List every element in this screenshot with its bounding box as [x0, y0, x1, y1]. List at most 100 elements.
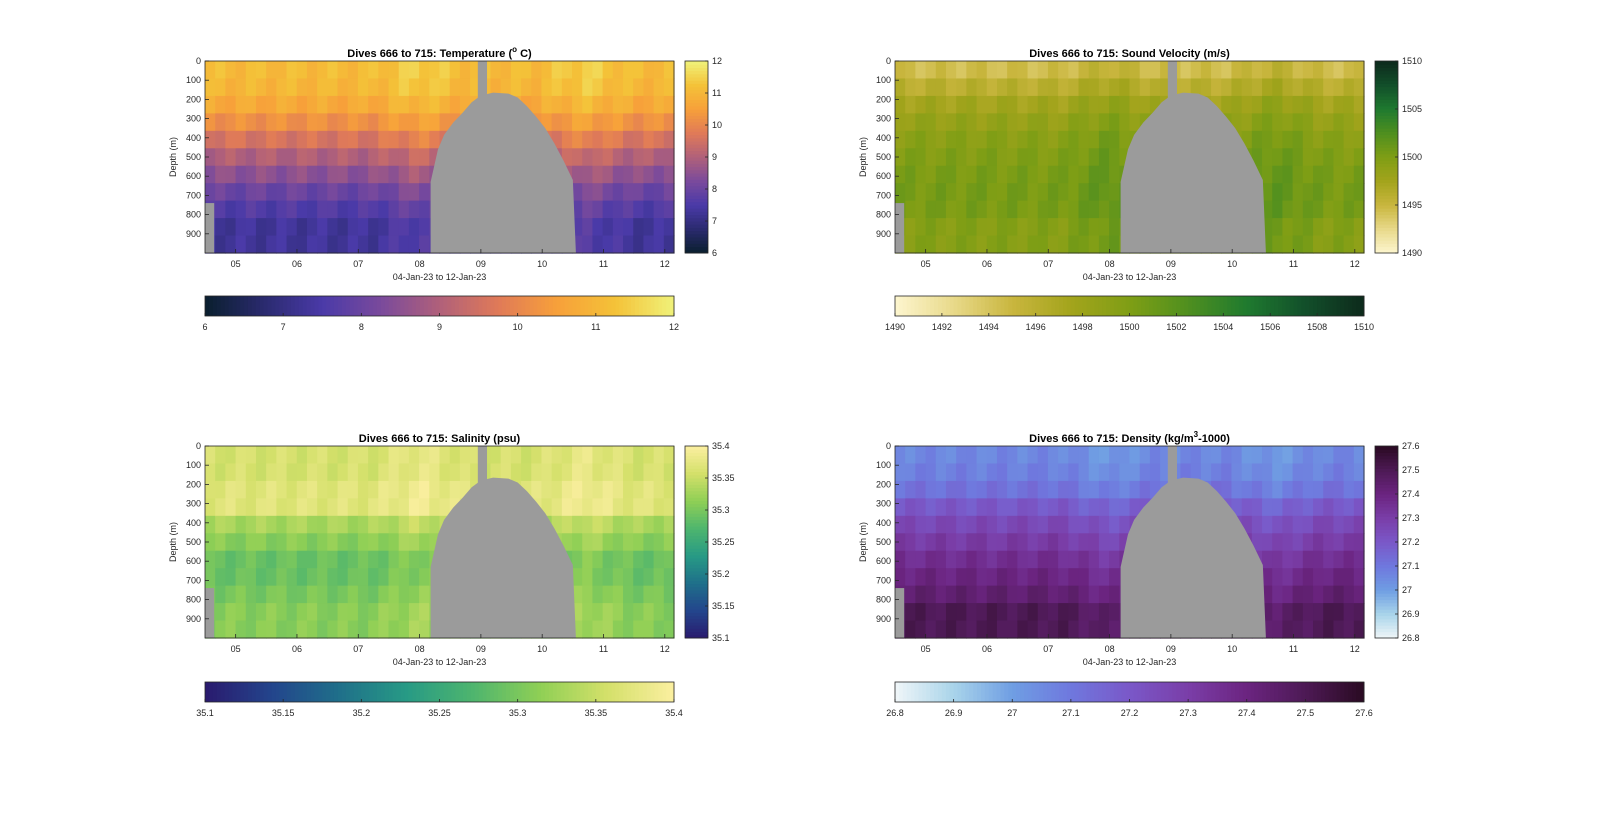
heatmap-cell [592, 200, 604, 219]
heatmap-cell [895, 568, 906, 587]
heatmap-cell [643, 218, 655, 237]
colorbar-vertical-segment [1375, 214, 1398, 219]
colorbar-vertical-segment [1375, 465, 1398, 469]
colorbar-horizontal-segment [1258, 296, 1263, 316]
y-tick-label: 100 [186, 460, 201, 470]
heatmap-cell [956, 218, 967, 237]
heatmap-cell [633, 113, 645, 132]
heatmap-cell [1343, 463, 1355, 482]
heatmap-cell [1007, 498, 1018, 517]
heatmap-cell [653, 113, 665, 132]
colorbar-horizontal-segment [902, 296, 908, 316]
heatmap-cell [347, 113, 359, 132]
colorbar-vertical-segment [685, 468, 708, 473]
heatmap-cell [521, 480, 532, 499]
heatmap-cell [623, 498, 634, 517]
heatmap-cell [582, 533, 594, 552]
heatmap-cell [925, 218, 937, 237]
colorbar-horizontal-segment [1051, 682, 1056, 702]
heatmap-cell [1262, 568, 1273, 587]
heatmap-cell [925, 61, 937, 80]
heatmap-cell [306, 550, 318, 569]
heatmap-cell [1027, 235, 1039, 254]
heatmap-cell [286, 603, 298, 622]
heatmap-cell [966, 200, 978, 219]
heatmap-cell [1088, 550, 1100, 569]
heatmap-cell [1200, 463, 1212, 482]
heatmap-cell [1007, 550, 1018, 569]
heatmap-cell [1098, 61, 1110, 80]
heatmap-cell [956, 78, 967, 97]
colorbar-horizontal-segment [638, 682, 644, 702]
heatmap-cell [245, 235, 257, 254]
heatmap-cell [612, 585, 624, 604]
colorbar-vertical-segment [1375, 612, 1398, 617]
colorbar-horizontal-segment [1156, 296, 1162, 316]
colorbar-vertical-segment [1375, 580, 1398, 585]
colorbar-horizontal-segment [572, 296, 577, 316]
heatmap-cell [1088, 585, 1100, 604]
colorbar-horizontal-segment [1106, 296, 1111, 316]
colorbar-horizontal-segment [1047, 682, 1052, 702]
heatmap-cell [1027, 480, 1039, 499]
heatmap-cell [531, 95, 543, 114]
heatmap-cell [1017, 603, 1029, 622]
heatmap-cell [296, 95, 308, 114]
heatmap-cell [459, 78, 471, 97]
y-tick-label: 300 [186, 114, 201, 124]
colorbar-horizontal-segment [247, 682, 253, 702]
heatmap-cell [1282, 165, 1294, 184]
colorbar-horizontal-segment [427, 296, 433, 316]
heatmap-cell [1272, 113, 1284, 132]
heatmap-cell [935, 498, 947, 517]
heatmap-cell [663, 148, 675, 167]
heatmap-cell [895, 95, 906, 114]
heatmap-cell [1292, 78, 1304, 97]
y-tick-label: 500 [876, 537, 891, 547]
heatmap-cell [225, 498, 237, 517]
heatmap-cell [1068, 515, 1080, 534]
heatmap-cell [1313, 130, 1324, 149]
heatmap-cell [1068, 533, 1080, 552]
heatmap-cell [235, 78, 247, 97]
y-tick-label: 400 [876, 133, 891, 143]
heatmap-cell [1353, 515, 1365, 534]
y-tick-label: 400 [186, 133, 201, 143]
colorbar-horizontal-segment [1137, 296, 1142, 316]
heatmap-cell [1241, 61, 1253, 80]
heatmap-cell [966, 550, 978, 569]
colorbar-horizontal-segment [318, 682, 323, 702]
heatmap-cell [1251, 515, 1263, 534]
heatmap-cell [388, 480, 400, 499]
colorbar-horizontal-segment [505, 296, 511, 316]
heatmap-cell [245, 515, 257, 534]
heatmap-cell [1231, 446, 1243, 465]
heatmap-cell [976, 165, 988, 184]
colorbar-horizontal-segment [419, 296, 425, 316]
colorbar-horizontal-segment [435, 296, 440, 316]
heatmap-cell [1343, 620, 1355, 639]
heatmap-cell [925, 568, 937, 587]
heatmap-cell [935, 515, 947, 534]
colorbar-horizontal-segment [619, 296, 624, 316]
heatmap-cell [653, 603, 665, 622]
colorbar-vertical-segment [685, 519, 708, 524]
heatmap-cell [1058, 61, 1069, 80]
heatmap-cell [1313, 550, 1324, 569]
heatmap-cell [225, 113, 237, 132]
heatmap-cell [276, 568, 288, 587]
colorbar-horizontal-segment [895, 296, 900, 316]
colorbar-horizontal-segment [509, 296, 515, 316]
heatmap-cell [419, 603, 430, 622]
heatmap-cell [1027, 200, 1039, 219]
heatmap-cell [663, 130, 675, 149]
heatmap-cell [266, 148, 277, 167]
heatmap-cell [245, 165, 257, 184]
heatmap-cell [419, 78, 430, 97]
heatmap-cell [205, 183, 216, 202]
heatmap-cell [419, 61, 430, 80]
no-data-strip [1167, 61, 1178, 100]
colorbar-horizontal-segment [513, 296, 519, 316]
heatmap-cell [1027, 113, 1039, 132]
heatmap-cell [1037, 550, 1049, 569]
